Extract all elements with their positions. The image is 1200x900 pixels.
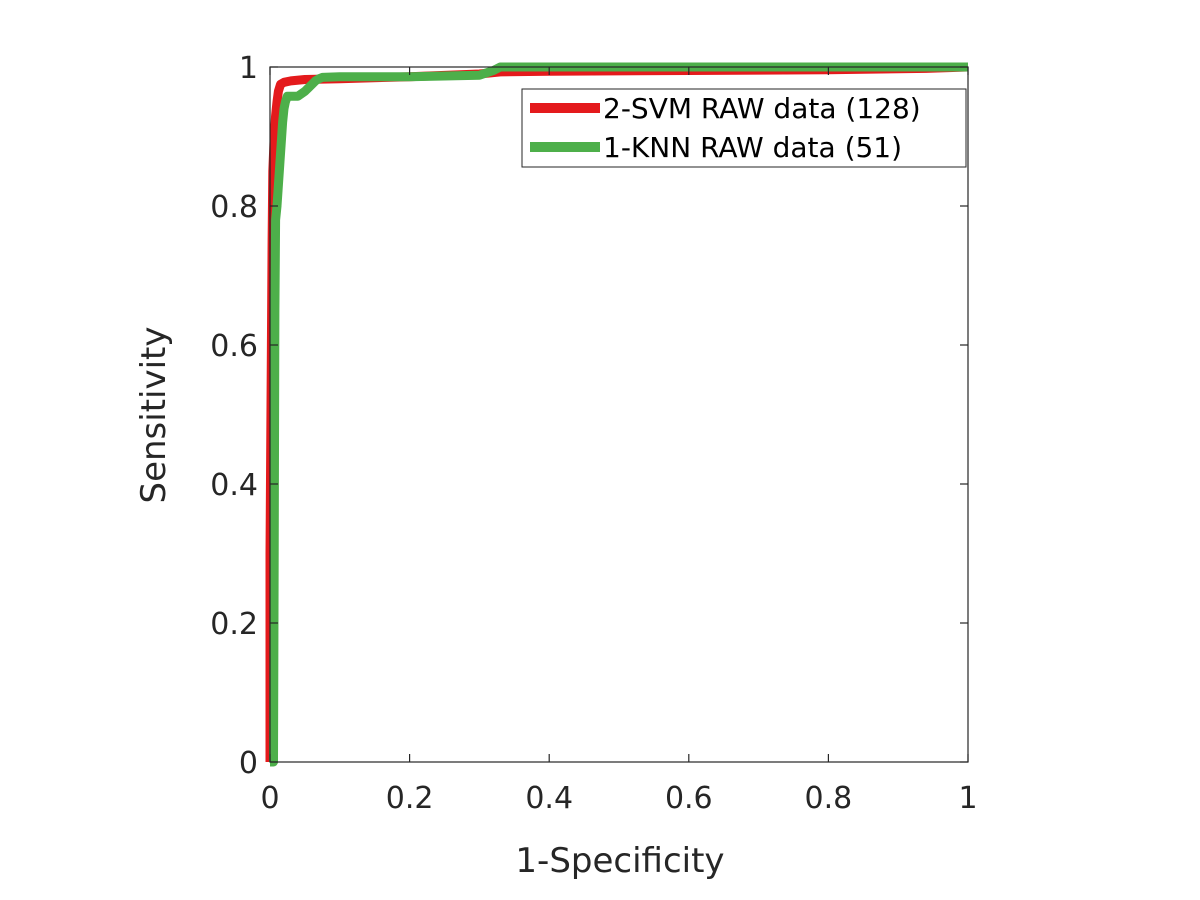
y-tick-label: 0.6 bbox=[210, 329, 258, 364]
y-axis-label: Sensitivity bbox=[134, 326, 174, 503]
legend-label-knn: 1-KNN RAW data (51) bbox=[603, 131, 902, 164]
x-tick-label: 0.4 bbox=[525, 781, 573, 816]
legend-box bbox=[521, 88, 967, 168]
legend-label-svm: 2-SVM RAW data (128) bbox=[603, 92, 921, 125]
x-tick-label: 0.2 bbox=[386, 781, 434, 816]
y-tick-label: 0.4 bbox=[210, 468, 258, 503]
x-tick-label: 1 bbox=[958, 781, 977, 816]
y-tick-label: 0.2 bbox=[210, 607, 258, 642]
legend: 2-SVM RAW data (128) 1-KNN RAW data (51) bbox=[521, 88, 967, 168]
x-tick-label: 0 bbox=[260, 781, 279, 816]
y-tick-label: 1 bbox=[239, 51, 258, 86]
plot-frame bbox=[269, 66, 969, 763]
y-tick-label: 0 bbox=[239, 746, 258, 781]
x-tick-label: 0.8 bbox=[805, 781, 853, 816]
x-tick-labels: 0 0.2 0.4 0.6 0.8 1 bbox=[260, 781, 977, 816]
ticks-layer bbox=[269, 66, 969, 763]
y-tick-label: 0.8 bbox=[210, 190, 258, 225]
x-tick-label: 0.6 bbox=[665, 781, 713, 816]
y-tick-labels: 0 0.2 0.4 0.6 0.8 1 bbox=[210, 51, 258, 781]
plot-area bbox=[270, 67, 968, 762]
x-axis-label: 1-Specificity bbox=[515, 841, 724, 881]
